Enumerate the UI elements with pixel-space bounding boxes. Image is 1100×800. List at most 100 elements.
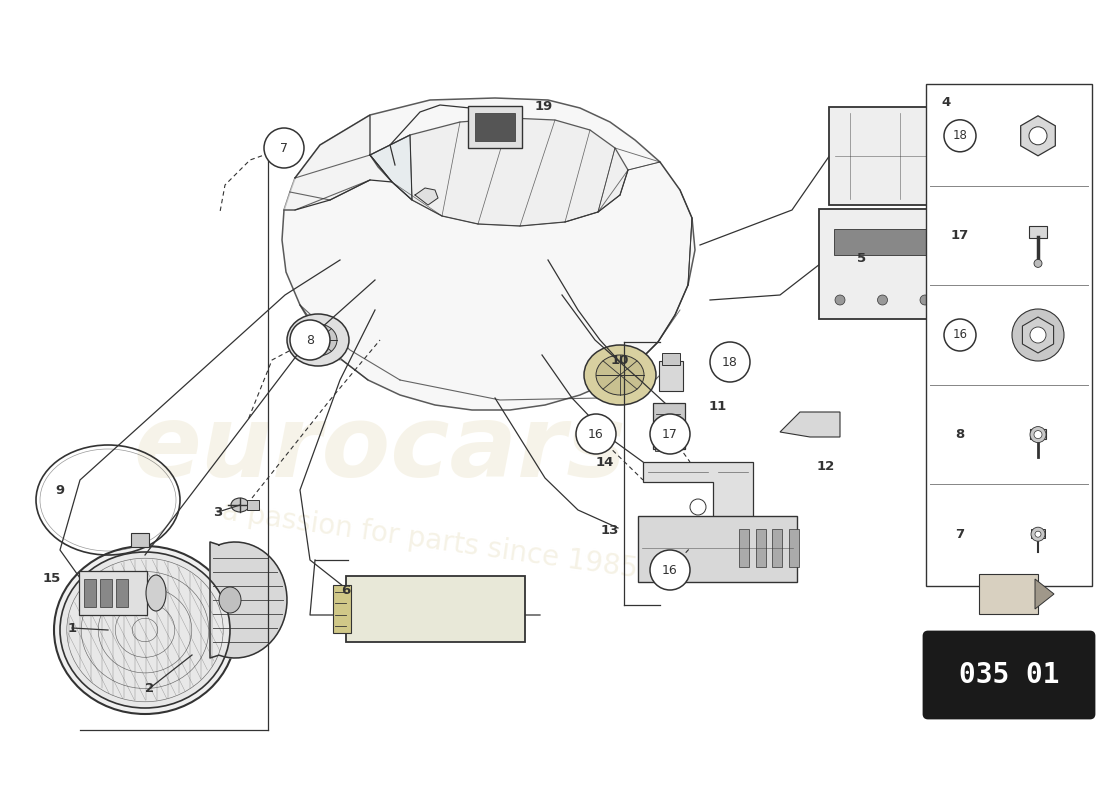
FancyBboxPatch shape (1030, 429, 1046, 438)
FancyBboxPatch shape (772, 529, 782, 567)
Ellipse shape (231, 498, 249, 512)
Text: 14: 14 (596, 455, 614, 469)
Ellipse shape (287, 314, 349, 366)
Circle shape (1031, 527, 1045, 541)
Text: a passion for parts since 1985: a passion for parts since 1985 (220, 497, 640, 583)
Circle shape (944, 120, 976, 152)
FancyBboxPatch shape (116, 579, 128, 607)
Text: 10: 10 (610, 354, 629, 366)
Text: eurocars: eurocars (133, 402, 626, 498)
Circle shape (1035, 531, 1041, 538)
FancyBboxPatch shape (789, 529, 799, 567)
FancyBboxPatch shape (979, 574, 1038, 614)
FancyBboxPatch shape (248, 500, 258, 510)
Circle shape (1005, 295, 1015, 305)
Text: 16: 16 (662, 563, 678, 577)
Circle shape (986, 224, 1018, 256)
Polygon shape (1035, 579, 1054, 609)
Text: 16: 16 (588, 427, 604, 441)
Circle shape (1012, 309, 1064, 361)
Ellipse shape (219, 587, 241, 613)
FancyBboxPatch shape (820, 209, 1031, 319)
Text: 8: 8 (956, 428, 965, 441)
Circle shape (264, 128, 304, 168)
FancyBboxPatch shape (662, 353, 680, 365)
FancyBboxPatch shape (475, 113, 515, 141)
Polygon shape (282, 98, 695, 410)
Text: 6: 6 (341, 583, 351, 597)
FancyBboxPatch shape (834, 229, 966, 255)
FancyBboxPatch shape (333, 585, 351, 633)
Circle shape (1030, 426, 1046, 442)
FancyBboxPatch shape (638, 516, 798, 582)
Text: 16: 16 (953, 329, 968, 342)
Text: 18: 18 (953, 130, 967, 142)
Text: 7: 7 (956, 528, 965, 541)
Circle shape (576, 414, 616, 454)
Text: 19: 19 (535, 99, 553, 113)
FancyBboxPatch shape (926, 84, 1092, 586)
Circle shape (962, 295, 972, 305)
Text: 11: 11 (708, 399, 727, 413)
Text: 12: 12 (817, 459, 835, 473)
FancyBboxPatch shape (131, 533, 149, 547)
Circle shape (1028, 126, 1047, 145)
Polygon shape (210, 542, 287, 658)
Text: 13: 13 (601, 523, 619, 537)
Text: 8: 8 (306, 334, 313, 346)
FancyBboxPatch shape (654, 435, 667, 451)
Circle shape (878, 295, 888, 305)
Circle shape (1030, 327, 1046, 343)
Ellipse shape (299, 324, 337, 356)
Circle shape (690, 499, 706, 515)
Text: 17: 17 (950, 229, 969, 242)
Polygon shape (780, 412, 840, 437)
FancyBboxPatch shape (346, 576, 525, 642)
Text: 2: 2 (145, 682, 155, 694)
FancyBboxPatch shape (659, 361, 683, 391)
FancyBboxPatch shape (739, 529, 749, 567)
FancyBboxPatch shape (468, 106, 522, 148)
FancyBboxPatch shape (79, 571, 147, 615)
FancyBboxPatch shape (1031, 530, 1045, 538)
Text: 3: 3 (213, 506, 222, 518)
Ellipse shape (146, 575, 166, 611)
Text: 7: 7 (280, 142, 288, 154)
FancyBboxPatch shape (1028, 226, 1047, 238)
Text: 4: 4 (942, 97, 950, 110)
FancyBboxPatch shape (756, 529, 766, 567)
Circle shape (835, 295, 845, 305)
Text: 9: 9 (55, 483, 65, 497)
Polygon shape (1022, 317, 1054, 353)
Circle shape (650, 550, 690, 590)
Ellipse shape (596, 355, 644, 395)
Text: 035 01: 035 01 (959, 661, 1059, 689)
Polygon shape (370, 135, 412, 200)
FancyBboxPatch shape (653, 403, 685, 449)
FancyBboxPatch shape (924, 632, 1094, 718)
Polygon shape (284, 115, 392, 210)
Polygon shape (415, 188, 438, 205)
Polygon shape (1021, 116, 1055, 156)
Text: 17: 17 (662, 427, 678, 441)
Ellipse shape (54, 546, 236, 714)
Circle shape (650, 414, 690, 454)
FancyBboxPatch shape (84, 579, 96, 607)
Circle shape (290, 320, 330, 360)
FancyBboxPatch shape (829, 107, 1021, 205)
FancyBboxPatch shape (667, 435, 679, 451)
Text: 18: 18 (722, 355, 738, 369)
Circle shape (1034, 430, 1042, 438)
Circle shape (710, 342, 750, 382)
Text: 15: 15 (43, 571, 62, 585)
Text: 5: 5 (857, 251, 867, 265)
Circle shape (1034, 259, 1042, 267)
FancyBboxPatch shape (100, 579, 112, 607)
Ellipse shape (584, 345, 656, 405)
Polygon shape (644, 462, 754, 532)
Circle shape (994, 232, 1010, 248)
Circle shape (920, 295, 929, 305)
Ellipse shape (60, 552, 230, 708)
Text: 1: 1 (67, 622, 77, 634)
Polygon shape (370, 118, 628, 226)
